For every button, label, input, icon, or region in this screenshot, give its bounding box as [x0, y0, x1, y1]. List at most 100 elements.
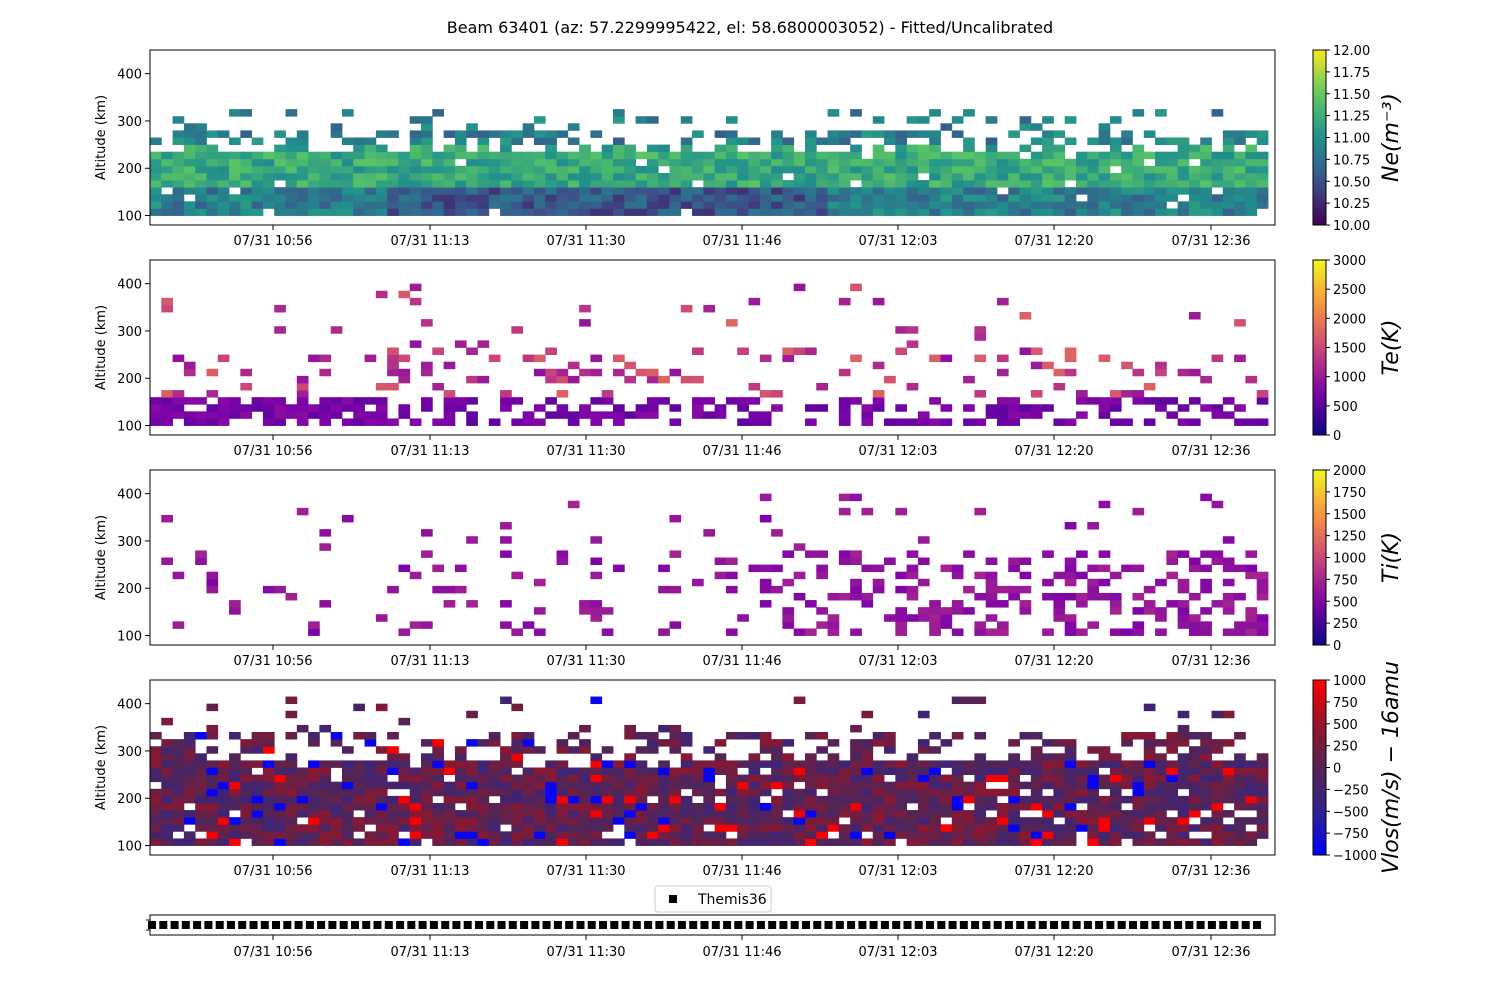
heatmap-cell — [1200, 187, 1212, 195]
heatmap-cell — [635, 788, 648, 797]
heatmap-cell — [827, 817, 840, 825]
heatmap-cell — [974, 753, 987, 761]
heatmap-cell — [432, 831, 445, 839]
heatmap-cell — [917, 810, 930, 818]
heatmap-cell — [782, 208, 795, 216]
heatmap-cell — [771, 760, 783, 768]
heatmap-cell — [872, 208, 885, 216]
heatmap-cell — [1166, 817, 1179, 825]
heatmap-cell — [1008, 781, 1020, 790]
heatmap-cell — [477, 201, 490, 209]
heatmap-cell — [1188, 144, 1201, 153]
heatmap-cell — [330, 838, 343, 846]
heatmap-cell — [229, 600, 241, 608]
heatmap-cell — [308, 795, 320, 804]
heatmap-cell — [669, 172, 682, 181]
heatmap-cell — [240, 810, 253, 818]
heatmap-cell — [590, 368, 603, 377]
heatmap-cell — [985, 165, 998, 174]
heatmap-cell — [624, 760, 636, 768]
heatmap-cell — [1155, 208, 1167, 216]
heatmap-cell — [150, 187, 162, 195]
heatmap-cell — [1064, 354, 1077, 363]
heatmap-cell — [1064, 614, 1077, 622]
colorbar-tick-label: 2500 — [1333, 283, 1366, 298]
heatmap-cell — [206, 817, 219, 825]
heatmap-cell — [658, 831, 670, 839]
heatmap-cell — [421, 810, 433, 818]
heatmap-cell — [511, 137, 524, 145]
heatmap-cell — [1098, 397, 1111, 405]
heatmap-cell — [725, 628, 738, 636]
heatmap-cell — [206, 831, 219, 839]
heatmap-cell — [714, 130, 727, 138]
heatmap-cell — [1211, 208, 1224, 216]
heatmap-cell — [1166, 838, 1179, 846]
heatmap-cell — [827, 592, 840, 601]
heatmap-cell — [364, 158, 377, 167]
heatmap-cell — [782, 158, 795, 167]
heatmap-cell — [375, 810, 388, 818]
heatmap-cell — [579, 802, 591, 811]
heatmap-cell — [996, 201, 1009, 209]
heatmap-cell — [692, 824, 704, 832]
heatmap-cell — [500, 760, 512, 768]
heatmap-cell — [240, 746, 253, 754]
heatmap-cell — [274, 326, 286, 334]
heatmap-cell — [1166, 557, 1179, 565]
heatmap-cell — [511, 781, 524, 790]
heatmap-cell — [703, 781, 716, 790]
heatmap-cell — [872, 165, 885, 174]
heatmap-cell — [364, 354, 377, 363]
heatmap-cell — [1177, 137, 1190, 145]
heatmap-cell — [511, 130, 524, 138]
heatmap-cell — [1042, 130, 1054, 138]
heatmap-cell — [229, 838, 241, 846]
heatmap-cell — [1121, 390, 1133, 398]
heatmap-cell — [251, 180, 264, 188]
heatmap-cell — [793, 838, 806, 846]
heatmap-cell — [974, 696, 987, 705]
heatmap-cell — [522, 810, 535, 818]
heatmap-cell — [827, 774, 840, 783]
heatmap-cell — [1234, 753, 1246, 761]
y-tick-label: 200 — [117, 162, 142, 177]
heatmap-cell — [940, 607, 953, 615]
data-point — [993, 921, 1002, 929]
data-point — [542, 921, 551, 929]
heatmap-cell — [398, 375, 411, 384]
heatmap-cell — [375, 614, 388, 622]
heatmap-cell — [748, 795, 761, 804]
heatmap-cell — [759, 788, 772, 797]
heatmap-cell — [850, 788, 862, 797]
heatmap-cell — [172, 739, 185, 747]
heatmap-cell — [759, 411, 772, 419]
heatmap-cell — [917, 831, 930, 839]
legend: Themis36 — [654, 885, 772, 913]
heatmap-cell — [1256, 151, 1269, 160]
heatmap-cell — [996, 788, 1009, 797]
heatmap-cell — [861, 208, 874, 216]
heatmap-cell — [782, 607, 795, 615]
heatmap-cell — [1188, 788, 1201, 797]
heatmap-cell — [963, 767, 975, 775]
heatmap-cell — [804, 418, 817, 426]
heatmap-cell — [1064, 753, 1077, 761]
heatmap-cell — [1019, 795, 1032, 804]
heatmap-cell — [613, 158, 625, 167]
heatmap-cell — [240, 767, 253, 775]
heatmap-cell — [974, 824, 987, 832]
heatmap-cell — [556, 368, 569, 377]
heatmap-cell — [533, 368, 546, 377]
heatmap-cell — [150, 180, 162, 188]
heatmap-cell — [533, 795, 546, 804]
heatmap-cell — [1188, 621, 1201, 629]
heatmap-cell — [827, 781, 840, 790]
scatter-themis36 — [148, 921, 1261, 929]
heatmap-cell — [963, 404, 975, 412]
heatmap-cell — [172, 781, 185, 790]
heatmap-cell — [1211, 767, 1224, 775]
heatmap-cell — [759, 187, 772, 195]
heatmap-cell — [793, 180, 806, 188]
data-point — [1072, 921, 1081, 929]
